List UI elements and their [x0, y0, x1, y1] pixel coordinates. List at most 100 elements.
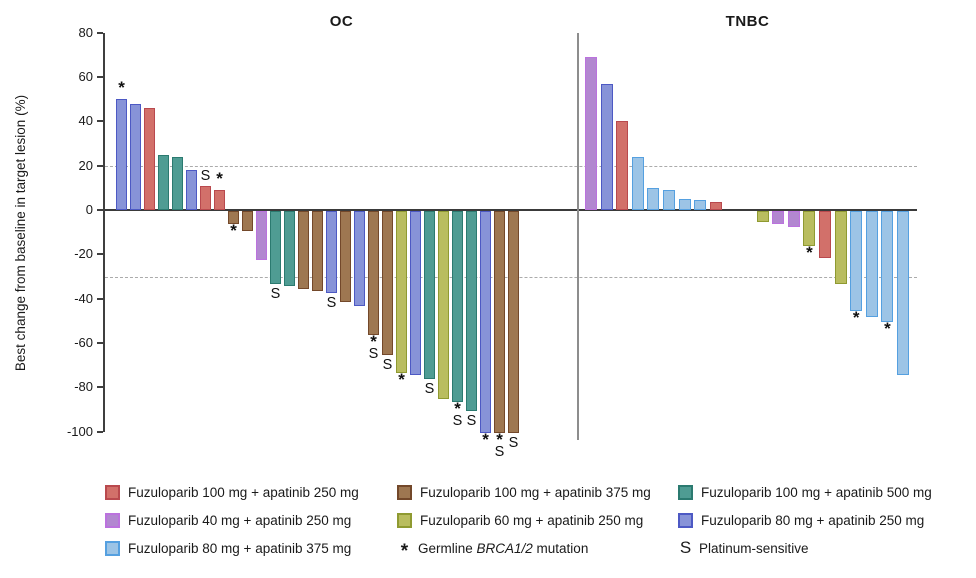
- s-mark: S: [270, 286, 281, 303]
- bar-mark: S: [463, 412, 481, 429]
- bar-mark: S: [267, 287, 285, 302]
- y-tick-label: 20: [78, 157, 93, 173]
- bar-oc-25: [452, 211, 463, 402]
- legend-item: Fuzuloparib 60 mg + apatinib 250 mg: [397, 506, 651, 534]
- bar-tnbc-15: [803, 211, 816, 247]
- bar-tnbc-7: [678, 198, 691, 210]
- bar-mark: S: [505, 434, 523, 451]
- legend-label: Fuzuloparib 80 mg + apatinib 250 mg: [701, 512, 925, 528]
- legend-column: Fuzuloparib 100 mg + apatinib 250 mg Fuzu…: [105, 478, 359, 562]
- bar-mark: S: [421, 382, 439, 397]
- bar-tnbc-16: [819, 211, 831, 258]
- bar-oc-27: [480, 211, 491, 433]
- asterisk-mark: *: [806, 243, 813, 263]
- s-mark: S: [382, 357, 393, 374]
- bar-oc-26: [466, 211, 477, 411]
- bar-oc-14: [298, 211, 309, 289]
- bar-oc-10: [242, 211, 253, 231]
- legend-item: Fuzuloparib 100 mg + apatinib 500 mg: [678, 478, 932, 506]
- reference-line: [105, 165, 917, 167]
- asterisk-mark: *: [884, 318, 891, 338]
- bar-oc-16: [326, 211, 337, 294]
- asterisk-mark: *: [852, 307, 860, 327]
- bar-mark: *: [113, 78, 131, 98]
- plot-area: 80 60 40 20 0 -20 -40 -60 -80 -100 * S * * S S * S S * S * S S *…: [66, 24, 917, 460]
- bar-oc-17: [340, 211, 351, 302]
- bar-mark: S: [379, 358, 397, 373]
- legend-label: Fuzuloparib 100 mg + apatinib 375 mg: [420, 484, 651, 500]
- platinum-sensitive-s-icon: S: [679, 538, 692, 557]
- legend-column: Fuzuloparib 100 mg + apatinib 375 mg Fuzu…: [397, 478, 651, 562]
- s-mark: S: [326, 295, 337, 312]
- bar-oc-15: [312, 211, 323, 291]
- y-tick: [97, 120, 103, 123]
- legend-label: Fuzuloparib 40 mg + apatinib 250 mg: [128, 512, 352, 528]
- bar-tnbc-1: [585, 57, 597, 210]
- bar-mark: *: [800, 243, 818, 263]
- bar-mark: * S: [491, 429, 509, 460]
- y-tick: [97, 209, 103, 211]
- legend-swatch-fuzuloparib-100-apatinib-375: [397, 484, 412, 500]
- legend-column: Fuzuloparib 100 mg + apatinib 500 mg Fuzu…: [678, 478, 932, 562]
- panel-title-tnbc: TNBC: [725, 13, 770, 30]
- bar-tnbc-8: [694, 200, 707, 210]
- legend-item: S Platinum-sensitive: [678, 534, 932, 562]
- bar-tnbc-6: [663, 190, 675, 210]
- bar-tnbc-14: [787, 211, 800, 227]
- bar-oc-24: [438, 211, 449, 400]
- legend-swatch-fuzuloparib-100-apatinib-250: [105, 484, 120, 500]
- legend-swatch-fuzuloparib-80-apatinib-375: [105, 540, 120, 556]
- panel-title-oc: OC: [329, 13, 354, 30]
- bar-mark: * S: [365, 332, 383, 363]
- y-tick: [97, 297, 103, 300]
- bar-oc-22: [410, 211, 421, 376]
- bar-oc-19: [368, 211, 379, 336]
- bar-oc-21: [396, 211, 407, 373]
- asterisk-mark: *: [216, 169, 223, 189]
- bar-tnbc-21: [897, 211, 909, 376]
- bar-mark: *: [225, 222, 243, 239]
- y-tick: [97, 386, 103, 389]
- s-mark: S: [494, 443, 505, 460]
- bar-oc-11: [256, 211, 267, 260]
- s-mark: S: [508, 434, 519, 451]
- bar-oc-1: [116, 99, 127, 210]
- bar-tnbc-19: [865, 211, 878, 318]
- germline-mutation-asterisk-icon: *: [400, 541, 409, 562]
- y-axis-line: [103, 32, 105, 432]
- asterisk-mark: *: [482, 429, 489, 449]
- bar-oc-6: [186, 170, 197, 210]
- asterisk-mark: *: [496, 429, 503, 449]
- legend-swatch-fuzuloparib-100-apatinib-500: [678, 484, 693, 500]
- y-tick-label: -80: [74, 379, 93, 395]
- bar-oc-4: [158, 154, 169, 210]
- legend-item: Fuzuloparib 40 mg + apatinib 250 mg: [105, 506, 359, 534]
- asterisk-mark: *: [118, 78, 125, 98]
- legend-label: Fuzuloparib 100 mg + apatinib 250 mg: [128, 484, 359, 500]
- s-mark: S: [368, 346, 379, 363]
- y-tick-label: 80: [78, 24, 93, 40]
- s-mark: S: [466, 412, 477, 429]
- legend-item: Fuzuloparib 80 mg + apatinib 250 mg: [678, 506, 932, 534]
- bar-oc-3: [144, 108, 155, 210]
- legend-swatch-fuzuloparib-60-apatinib-250: [397, 512, 412, 528]
- bar-oc-23: [424, 211, 435, 380]
- bar-oc-20: [382, 211, 393, 356]
- y-tick-label: -100: [66, 423, 93, 439]
- bar-oc-29: [508, 211, 519, 433]
- asterisk-mark: *: [454, 398, 461, 418]
- s-mark: S: [424, 381, 435, 398]
- bar-tnbc-20: [881, 211, 894, 322]
- legend-label: Germline BRCA1/2 mutation: [418, 540, 589, 556]
- y-tick-label: 0: [85, 202, 93, 217]
- y-tick: [97, 31, 103, 34]
- asterisk-mark: *: [370, 332, 377, 352]
- bar-tnbc-4: [631, 156, 644, 210]
- bar-tnbc-18: [850, 211, 863, 311]
- y-tick-label: -40: [74, 290, 93, 306]
- bar-mark: *: [211, 169, 229, 189]
- legend-label: Fuzuloparib 60 mg + apatinib 250 mg: [420, 512, 644, 528]
- legend-swatch-fuzuloparib-40-apatinib-250: [105, 512, 120, 528]
- panel-divider: [577, 32, 579, 440]
